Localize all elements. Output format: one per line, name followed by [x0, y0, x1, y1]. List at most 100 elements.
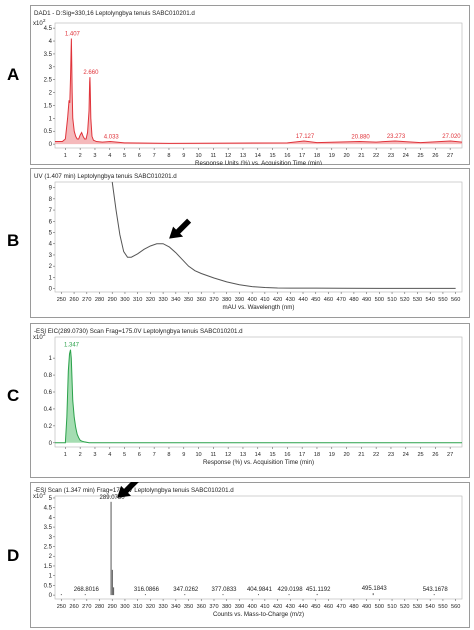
x-tick-label: 470 — [337, 297, 346, 303]
x-tick-label: 13 — [240, 153, 246, 159]
plot-frame — [54, 495, 463, 600]
x-tick-label: 250 — [57, 604, 66, 610]
y-tick-label: 1 — [49, 116, 53, 122]
y-tick-label: 0 — [49, 593, 53, 599]
eic-chromatogram-chart: -ESI EIC(289.0730) Scan Frag=175.0V Lept… — [30, 323, 470, 478]
y-tick-label: 4.5 — [44, 26, 53, 32]
x-tick-label: 7 — [153, 452, 156, 458]
x-axis-label: Counts vs. Mass-to-Charge (m/z) — [213, 611, 304, 618]
y-tick-label: 1 — [49, 356, 53, 362]
x-tick-label: 420 — [273, 297, 282, 303]
x-tick-label: 21 — [358, 153, 364, 159]
x-tick-label: 5 — [123, 153, 126, 159]
x-tick-label: 550 — [438, 297, 447, 303]
x-tick-label: 340 — [171, 297, 180, 303]
x-tick-label: 27 — [447, 452, 453, 458]
y-tick-label: 2 — [49, 264, 53, 270]
x-tick-label: 380 — [222, 604, 231, 610]
x-tick-label: 450 — [311, 297, 320, 303]
x-tick-label: 21 — [358, 452, 364, 458]
x-tick-label: 560 — [451, 297, 460, 303]
series-line — [111, 181, 456, 289]
x-tick-label: 4 — [108, 153, 111, 159]
peak-label: 1.407 — [65, 31, 81, 37]
y-tick-label: 0 — [49, 142, 53, 148]
panel-letter-d: D — [7, 546, 20, 565]
panel-frame — [30, 5, 470, 165]
x-tick-label: 360 — [197, 604, 206, 610]
x-tick-label: 490 — [362, 297, 371, 303]
y-tick-label: 5 — [49, 231, 53, 237]
x-tick-label: 390 — [235, 297, 244, 303]
x-tick-label: 1 — [64, 153, 67, 159]
x-tick-label: 19 — [329, 153, 335, 159]
x-tick-label: 550 — [438, 604, 447, 610]
ms-spectrum-chart: -ESI Scan (1.347 min) Frag=175.0V Leptol… — [30, 482, 470, 628]
y-tick-label: 3.5 — [44, 52, 53, 58]
x-tick-label: 370 — [209, 604, 218, 610]
x-tick-label: 14 — [255, 153, 261, 159]
x-tick-label: 16 — [284, 452, 290, 458]
peak-label: 17.127 — [296, 134, 315, 140]
y-tick-label: 4.5 — [44, 506, 53, 512]
x-tick-label: 4 — [108, 452, 111, 458]
arrow-annotation-icon — [169, 218, 192, 239]
x-tick-label: 260 — [69, 604, 78, 610]
y-tick-label: 0.8 — [44, 373, 53, 379]
peak-label: 404.9841 — [247, 587, 273, 593]
y-tick-label: 0.5 — [44, 583, 53, 589]
x-tick-label: 18 — [314, 153, 320, 159]
x-tick-label: 310 — [133, 604, 142, 610]
plot-frame — [54, 181, 463, 293]
y-tick-label: 5 — [49, 496, 53, 502]
x-tick-label: 250 — [57, 297, 66, 303]
y-tick-label: 7 — [49, 208, 53, 214]
chart-title: -ESI EIC(289.0730) Scan Frag=175.0V Lept… — [34, 328, 243, 335]
x-tick-label: 270 — [82, 604, 91, 610]
x-tick-label: 530 — [413, 604, 422, 610]
x-axis-label: mAU vs. Wavelength (nm) — [223, 304, 295, 311]
y-multiplier-label: x10 — [33, 494, 43, 500]
x-tick-label: 12 — [225, 153, 231, 159]
x-tick-label: 350 — [184, 604, 193, 610]
x-tick-label: 330 — [158, 297, 167, 303]
x-tick-label: 26 — [432, 153, 438, 159]
x-tick-label: 7 — [153, 153, 156, 159]
panel-frame — [30, 168, 470, 318]
chart-title: -ESI Scan (1.347 min) Frag=175.0V Leptol… — [34, 487, 234, 494]
x-axis-label: Response Units (%) vs. Acquisition Time … — [195, 160, 322, 165]
peak-label: 27.020 — [442, 134, 461, 140]
x-tick-label: 500 — [375, 604, 384, 610]
x-tick-label: 10 — [195, 452, 201, 458]
panel-letter-c: C — [7, 386, 20, 405]
x-tick-label: 13 — [240, 452, 246, 458]
chart-title: DAD1 - D:Sig=330,16 Leptolyngbya tenuis … — [34, 10, 195, 17]
x-tick-label: 290 — [108, 297, 117, 303]
x-tick-label: 430 — [286, 297, 295, 303]
x-tick-label: 15 — [269, 153, 275, 159]
chromatogram-dad-chart: DAD1 - D:Sig=330,16 Leptolyngbya tenuis … — [30, 5, 470, 165]
x-tick-label: 370 — [209, 297, 218, 303]
series-line — [55, 38, 463, 144]
y-tick-label: 1.5 — [44, 564, 53, 570]
x-tick-label: 19 — [329, 452, 335, 458]
x-tick-label: 450 — [311, 604, 320, 610]
peak-label: 2.660 — [83, 70, 99, 76]
x-tick-label: 380 — [222, 297, 231, 303]
x-tick-label: 400 — [247, 297, 256, 303]
x-tick-label: 360 — [197, 297, 206, 303]
peak-label: 377.0833 — [211, 587, 237, 593]
x-tick-label: 22 — [373, 153, 379, 159]
x-tick-label: 12 — [225, 452, 231, 458]
x-tick-label: 5 — [123, 452, 126, 458]
x-tick-label: 17 — [299, 153, 305, 159]
x-tick-label: 540 — [426, 604, 435, 610]
x-tick-label: 14 — [255, 452, 261, 458]
x-tick-label: 540 — [426, 297, 435, 303]
peak-label: 1.347 — [64, 343, 80, 349]
x-tick-label: 290 — [108, 604, 117, 610]
peak-label: 289.0730 — [100, 495, 126, 501]
y-tick-label: 3 — [49, 535, 53, 541]
x-tick-label: 530 — [413, 297, 422, 303]
peak-label: 268.8016 — [74, 587, 100, 593]
